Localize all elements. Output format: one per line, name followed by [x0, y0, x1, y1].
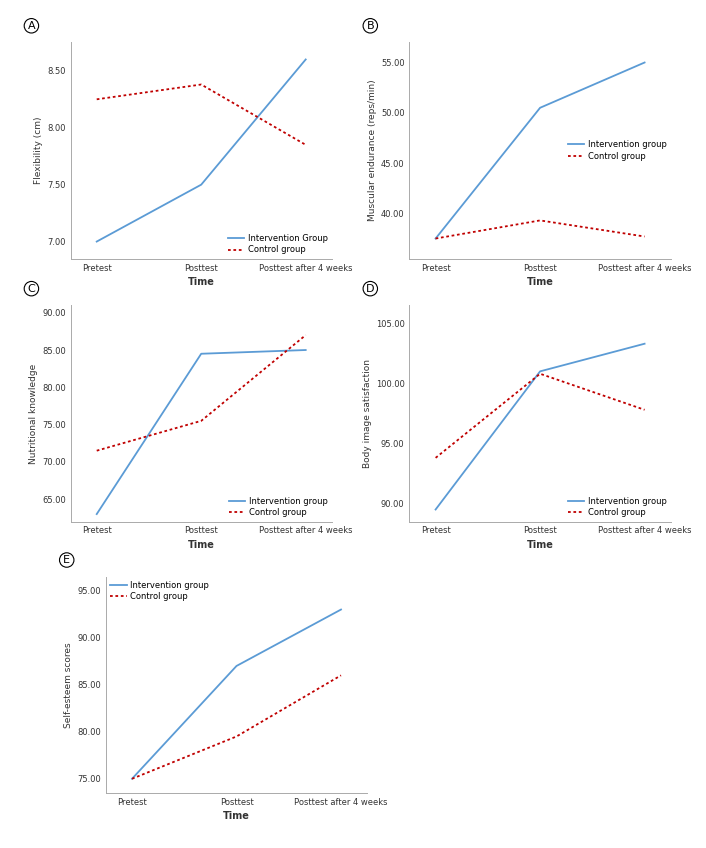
Text: C: C	[28, 283, 35, 293]
X-axis label: Time: Time	[527, 276, 554, 287]
X-axis label: Time: Time	[188, 276, 215, 287]
Y-axis label: Body image satisfaction: Body image satisfaction	[363, 359, 371, 468]
Legend: Intervention group, Control group: Intervention group, Control group	[110, 581, 209, 601]
Y-axis label: Muscular endurance (reps/min): Muscular endurance (reps/min)	[368, 80, 377, 221]
Y-axis label: Nutritional knowledge: Nutritional knowledge	[29, 363, 38, 464]
X-axis label: Time: Time	[223, 811, 250, 821]
Legend: Intervention group, Control group: Intervention group, Control group	[229, 497, 328, 517]
Legend: Intervention group, Control group: Intervention group, Control group	[568, 497, 666, 517]
X-axis label: Time: Time	[188, 539, 215, 550]
X-axis label: Time: Time	[527, 539, 554, 550]
Y-axis label: Self-esteem scores: Self-esteem scores	[64, 642, 73, 728]
Legend: Intervention group, Control group: Intervention group, Control group	[568, 140, 666, 161]
Text: D: D	[366, 283, 375, 293]
Legend: Intervention Group, Control group: Intervention Group, Control group	[227, 234, 328, 254]
Text: B: B	[366, 21, 374, 31]
Text: A: A	[28, 21, 35, 31]
Text: E: E	[64, 555, 70, 565]
Y-axis label: Flexibility (cm): Flexibility (cm)	[34, 117, 43, 184]
